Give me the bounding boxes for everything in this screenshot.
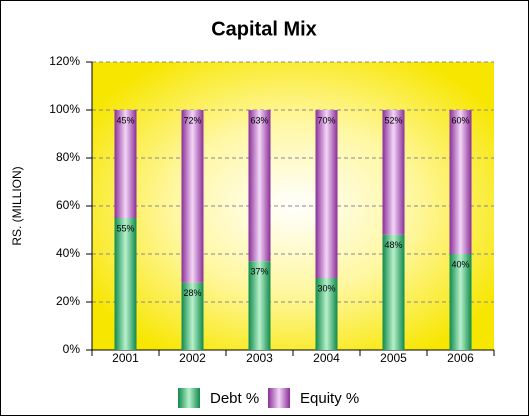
- value-label: 60%: [451, 115, 469, 125]
- bar-segment: [114, 218, 137, 350]
- bar-segment: [114, 110, 137, 218]
- plot-area: [92, 62, 494, 350]
- y-tick-label: 0%: [63, 342, 81, 356]
- y-tick-label: 40%: [56, 246, 80, 260]
- y-tick-label: 120%: [49, 54, 80, 68]
- y-tick-label: 60%: [56, 198, 80, 212]
- bar-segment: [181, 110, 204, 283]
- bar-segment: [181, 282, 204, 350]
- bar-segment: [248, 110, 271, 262]
- value-label: 40%: [451, 259, 469, 269]
- value-label: 55%: [116, 223, 134, 233]
- x-tick-label: 2006: [447, 351, 474, 365]
- legend-label: Equity %: [300, 390, 359, 407]
- value-label: 63%: [250, 115, 268, 125]
- bar-segment: [315, 110, 338, 278]
- chart-title: Capital Mix: [211, 18, 317, 40]
- legend-swatch: [268, 388, 290, 408]
- bar-segment: [382, 234, 405, 350]
- y-tick-label: 100%: [49, 102, 80, 116]
- x-tick-label: 2003: [246, 351, 273, 365]
- bar-segment: [248, 261, 271, 350]
- value-label: 48%: [384, 240, 402, 250]
- value-label: 30%: [317, 283, 335, 293]
- value-label: 52%: [384, 115, 402, 125]
- value-label: 28%: [183, 288, 201, 298]
- value-label: 72%: [183, 115, 201, 125]
- value-label: 37%: [250, 267, 268, 277]
- y-tick-label: 80%: [56, 150, 80, 164]
- legend-label: Debt %: [210, 390, 259, 407]
- x-tick-label: 2001: [112, 351, 139, 365]
- bar-segment: [382, 110, 405, 235]
- y-axis-label: RS. (MILLION): [10, 166, 24, 245]
- x-tick-label: 2002: [179, 351, 206, 365]
- bar-segment: [449, 110, 472, 254]
- bar-segment: [449, 254, 472, 350]
- x-tick-label: 2005: [380, 351, 407, 365]
- value-label: 45%: [116, 115, 134, 125]
- value-label: 70%: [317, 115, 335, 125]
- legend-swatch: [178, 388, 200, 408]
- y-tick-label: 20%: [56, 294, 80, 308]
- x-tick-label: 2004: [313, 351, 340, 365]
- bar-segment: [315, 278, 338, 350]
